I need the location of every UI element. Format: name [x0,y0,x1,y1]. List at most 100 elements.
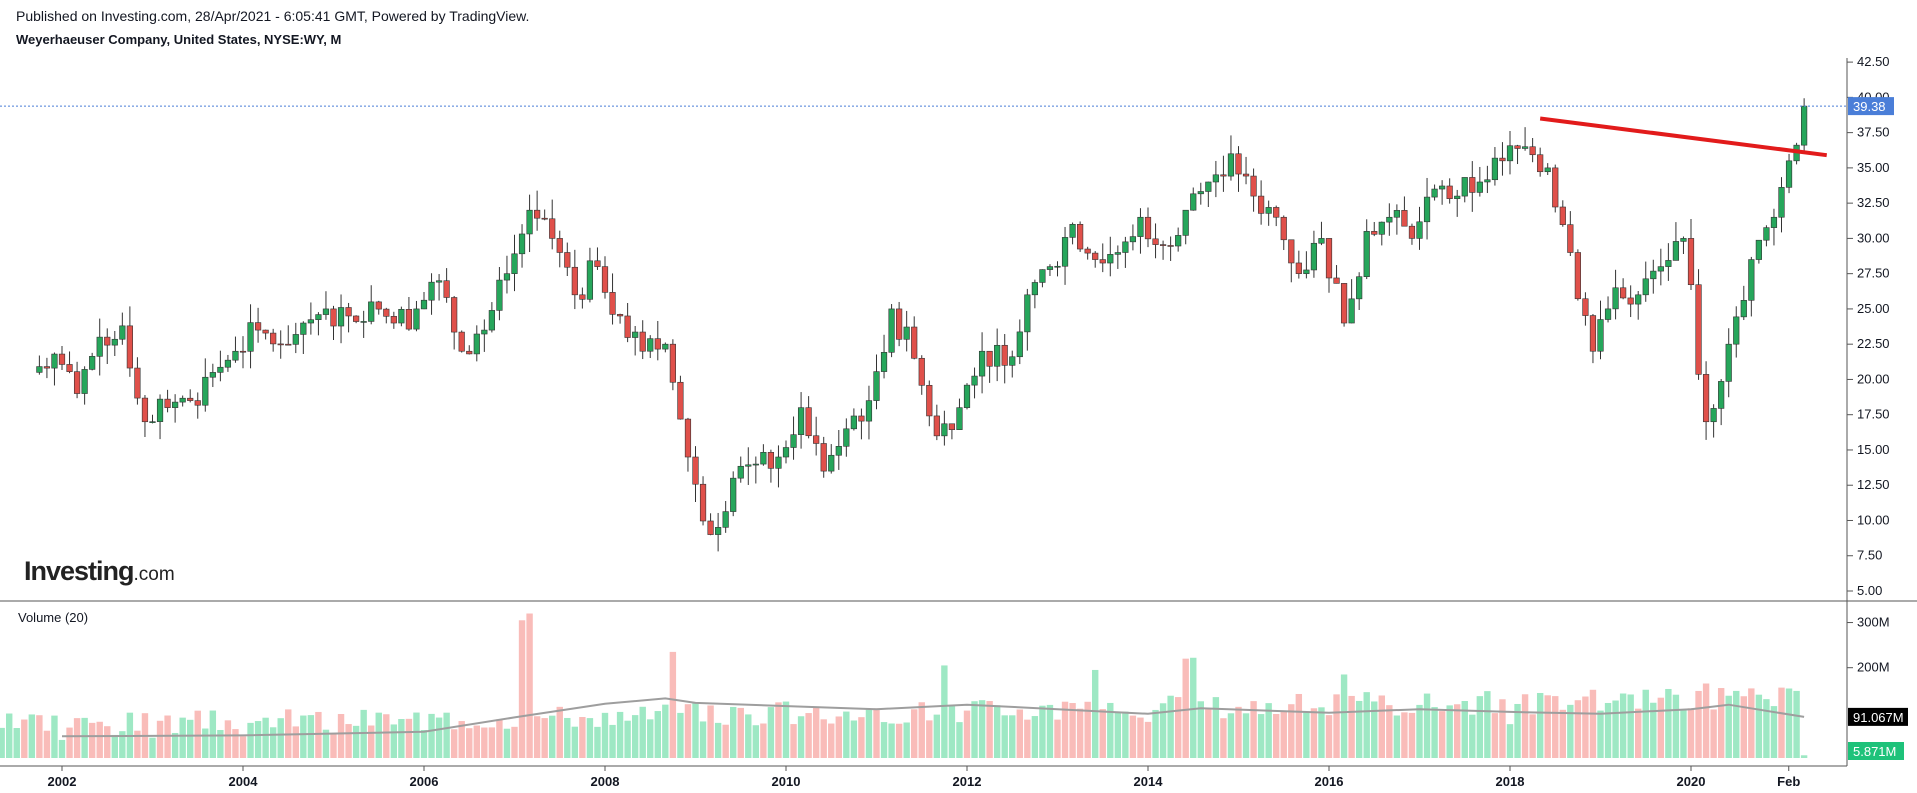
volume-bar-down [1084,701,1091,758]
candle-up [1439,185,1446,190]
candle-up [1393,210,1400,218]
volume-bar-down [1144,721,1152,758]
candle-down [1687,238,1695,286]
candle-up [1016,331,1023,358]
volume-ma-tag [1848,707,1908,726]
candle-up [1725,343,1732,382]
volume-bar-up [1793,690,1800,758]
volume-bar-up [307,715,315,758]
candle-up [1318,238,1325,244]
volume-bar-down [895,723,903,758]
volume-tick-label: 200M [1857,660,1890,675]
volume-bar-down [737,707,744,758]
volume-ticks: 200M 300M [1847,615,1890,675]
volume-bar-up [390,724,398,758]
candle-up [89,356,96,370]
candle-down [813,435,820,444]
volume-bar-down [1438,711,1446,758]
candle-up [518,233,526,255]
volume-bar-up [714,722,722,758]
volume-bar-down [66,727,73,758]
volume-bar-up [58,739,66,758]
candle-down [277,343,284,346]
volume-bar-up [1627,694,1634,758]
volume-bar-up [375,712,382,758]
volume-bar-down [760,723,767,758]
volume-bar-up [1672,694,1680,758]
candle-down [1325,238,1333,279]
candle-up [1039,269,1046,283]
candle-down [1092,252,1099,260]
volume-bar-up [549,715,556,758]
volume-bar-up [609,724,616,758]
candle-up [737,465,744,479]
volume-bar-up [1122,711,1129,758]
candle-down [1582,298,1589,316]
candle-down [330,308,337,327]
volume-bar-up [1733,690,1740,758]
volume-bar-up [149,737,156,758]
volume-bar-up [81,717,88,758]
candle-down [285,343,292,346]
candle-up [232,350,239,361]
investing-logo: Investing.com [24,556,175,586]
candle-down [262,329,269,334]
volume-bar-up [1506,724,1514,758]
volume-bars [0,613,1808,758]
candle-down [254,322,262,331]
candle-down [345,307,352,317]
candle-up [1227,153,1235,177]
volume-bar-down [194,710,201,758]
candle-down [677,381,684,420]
volume-bar-down [918,702,925,758]
date-tick-label: 2008 [591,774,620,789]
volume-bar-up [1461,701,1468,758]
price-tick-label: 42.50 [1857,54,1890,69]
volume-bar-down [1295,693,1303,758]
volume-bar-down [1182,658,1189,758]
volume-bar-up [624,720,631,758]
volume-bar-down [405,718,413,758]
volume-bar-down [775,702,782,758]
volume-bar-up [730,706,737,758]
candle-up [1454,195,1461,199]
candle-up [398,309,405,324]
volume-bar-up [51,715,58,758]
candle-up [1650,270,1657,280]
candle-down [1702,374,1710,423]
volume-bar-down [684,704,692,758]
volume-bar-down [1386,705,1393,758]
date-tick-label: 2010 [772,774,801,789]
volume-bar-up [28,714,36,758]
candle-up [368,301,375,322]
candle-up [715,527,722,535]
candle-up [1785,160,1793,188]
candle-up [1718,381,1725,409]
price-tick-label: 30.00 [1857,230,1890,245]
volume-bar-down [104,726,111,758]
candle-down [1250,175,1257,197]
volume-bar-up [1770,706,1778,758]
candle-down [601,266,609,293]
candle-up [1763,227,1770,241]
volume-bar-down [330,733,337,758]
candle-up [202,376,209,406]
candle-up [1612,287,1619,310]
volume-bar-down [1695,690,1702,758]
volume-bar-down [473,725,480,758]
volume-bar-up [1393,715,1401,758]
volume-ma [61,697,1805,738]
volume-bar-down [1129,715,1137,758]
candle-down [466,350,473,355]
candle-up [1604,308,1612,320]
volume-bar-down [526,613,533,758]
candle-down [1401,210,1408,227]
candle-up [1680,238,1687,242]
candle-up [322,308,330,315]
candle-up [1521,146,1529,149]
candle-up [1303,269,1310,274]
volume-bar-up [616,711,624,758]
candle-up [730,477,737,512]
volume-bar-down [790,724,797,758]
